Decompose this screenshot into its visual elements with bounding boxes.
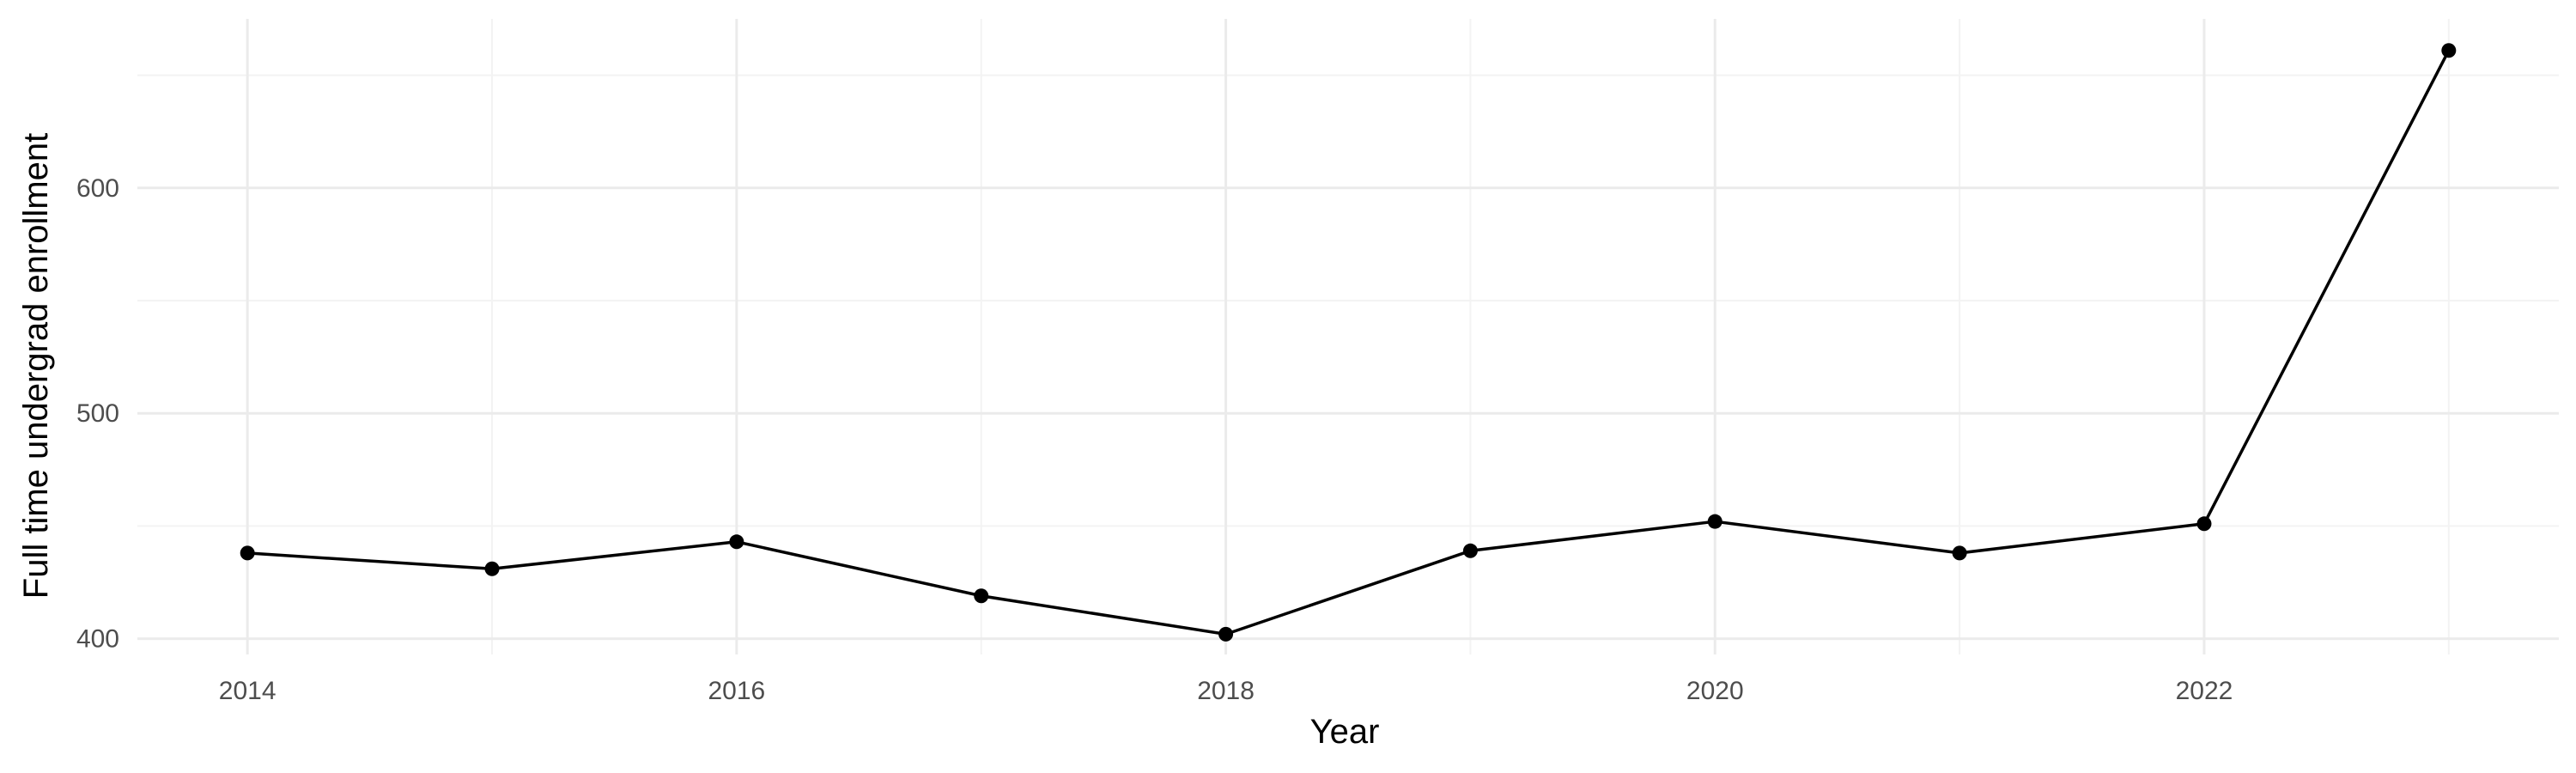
series-line	[247, 49, 2451, 636]
series-layer	[247, 49, 2451, 636]
data-point	[1707, 514, 1722, 529]
y-axis-title: Full time undergrad enrollment	[17, 133, 55, 599]
minor-gridlines	[137, 19, 2559, 654]
y-axis-ticks: 400 500 600	[76, 174, 119, 654]
x-tick-label: 2014	[219, 677, 276, 705]
x-tick-label: 2022	[2176, 677, 2233, 705]
data-point	[2196, 516, 2212, 532]
y-tick-label: 500	[76, 399, 119, 428]
x-tick-label: 2020	[1686, 677, 1744, 705]
data-point	[729, 534, 744, 550]
data-point	[240, 545, 255, 561]
x-axis-title: Year	[1310, 713, 1380, 751]
data-point	[1218, 626, 1234, 642]
y-tick-label: 400	[76, 625, 119, 654]
data-point	[484, 561, 500, 576]
data-points	[240, 43, 2457, 642]
data-point	[2441, 43, 2457, 58]
y-tick-label: 600	[76, 174, 119, 203]
data-point	[974, 588, 989, 604]
x-tick-label: 2018	[1197, 677, 1255, 705]
data-point	[1462, 543, 1478, 558]
x-axis-ticks: 2014 2016 2018 2020 2022	[219, 677, 2233, 705]
data-point	[1952, 545, 1967, 561]
major-gridlines	[137, 19, 2559, 654]
x-tick-label: 2016	[708, 677, 766, 705]
